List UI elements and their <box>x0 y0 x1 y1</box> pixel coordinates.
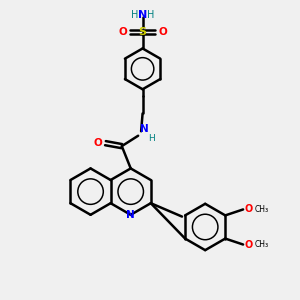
Text: O: O <box>94 138 103 148</box>
Text: CH₃: CH₃ <box>254 240 268 249</box>
Text: H: H <box>148 134 155 143</box>
Text: S: S <box>139 27 147 37</box>
Text: N: N <box>138 10 147 20</box>
Text: O: O <box>244 204 253 214</box>
Text: O: O <box>244 239 253 250</box>
Text: O: O <box>158 27 167 37</box>
Text: N: N <box>140 124 148 134</box>
Text: O: O <box>118 27 127 37</box>
Text: H: H <box>131 10 138 20</box>
Text: CH₃: CH₃ <box>254 205 268 214</box>
Text: N: N <box>126 210 135 220</box>
Text: H: H <box>147 10 154 20</box>
